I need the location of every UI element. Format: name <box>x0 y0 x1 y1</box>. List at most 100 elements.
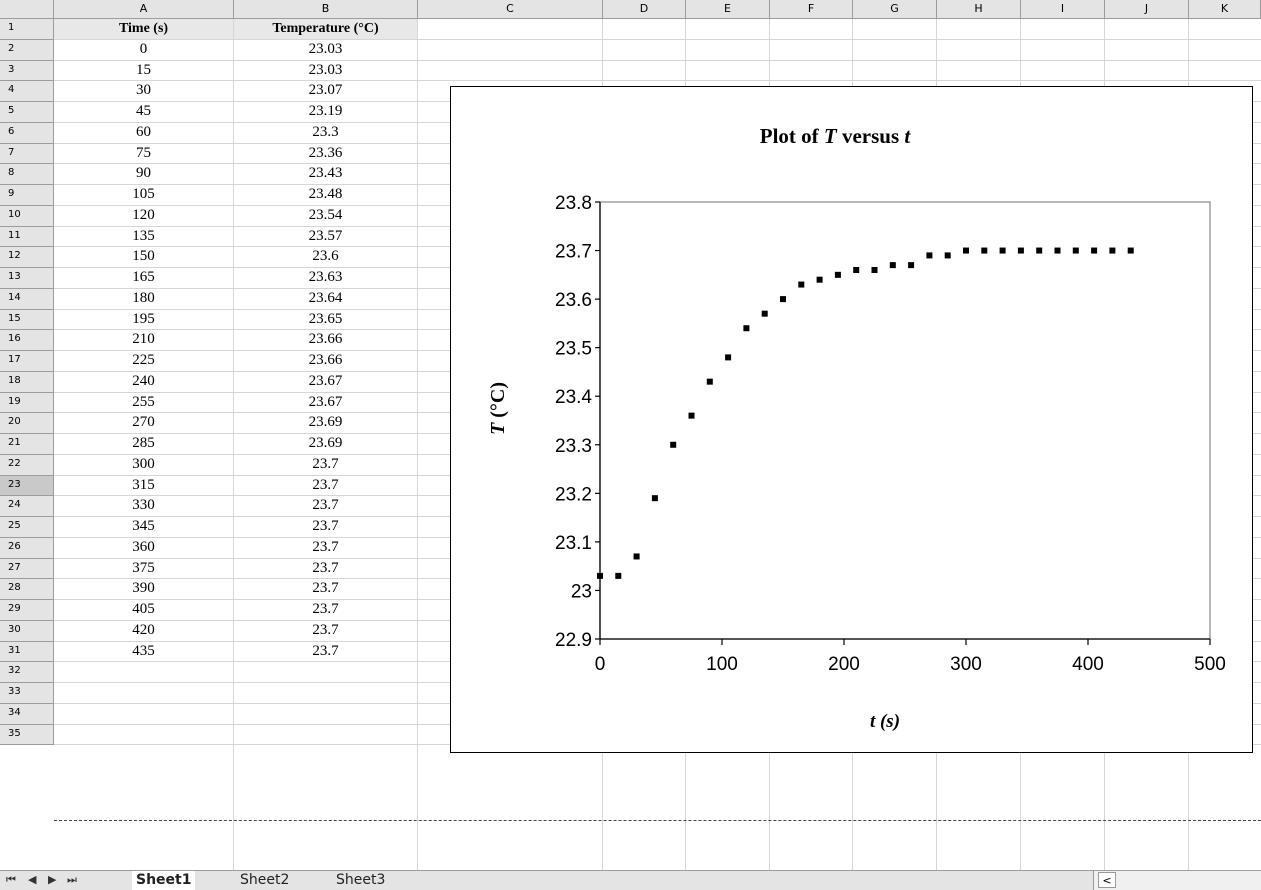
column-header-c[interactable]: C <box>418 0 603 19</box>
header-cell-time[interactable]: Time (s) <box>54 19 233 39</box>
temperature-cell[interactable]: 23.67 <box>308 372 343 389</box>
temperature-cell[interactable]: 23.54 <box>308 206 343 223</box>
row-header-22[interactable]: 22 <box>0 454 54 476</box>
temperature-cell[interactable]: 23.7 <box>312 580 339 597</box>
temperature-cell[interactable]: 23.19 <box>308 103 343 119</box>
row-header-30[interactable]: 30 <box>0 620 54 642</box>
temperature-cell[interactable]: 23.7 <box>312 476 339 493</box>
temperature-cell[interactable]: 23.66 <box>308 331 343 348</box>
time-cell[interactable]: 30 <box>136 82 151 99</box>
row-header-18[interactable]: 18 <box>0 371 54 393</box>
header-cell-temperature[interactable]: Temperature (°C) <box>234 19 417 39</box>
temperature-cell[interactable]: 23.07 <box>308 82 343 99</box>
time-cell[interactable]: 330 <box>132 497 155 514</box>
temperature-cell[interactable]: 23.7 <box>312 538 339 555</box>
time-cell[interactable]: 285 <box>132 435 155 451</box>
column-header-g[interactable]: G <box>853 0 937 19</box>
temperature-cell[interactable]: 23.7 <box>312 455 339 472</box>
next-sheet-nav-icon[interactable]: ▶ <box>48 873 57 886</box>
horizontal-scrollbar[interactable]: < <box>1093 871 1261 890</box>
first-sheet-nav-icon[interactable]: ⏮ <box>6 873 16 886</box>
row-header-26[interactable]: 26 <box>0 537 54 559</box>
time-cell[interactable]: 375 <box>132 559 155 576</box>
temperature-cell[interactable]: 23.57 <box>308 227 343 244</box>
row-header-21[interactable]: 21 <box>0 434 54 455</box>
row-header-10[interactable]: 10 <box>0 205 54 227</box>
temperature-cell[interactable]: 23.69 <box>308 435 343 451</box>
temperature-cell[interactable]: 23.63 <box>308 269 343 285</box>
row-header-12[interactable]: 12 <box>0 247 54 268</box>
time-cell[interactable]: 405 <box>132 601 155 617</box>
tab-sheet1[interactable]: Sheet1 <box>132 871 196 890</box>
row-header-29[interactable]: 29 <box>0 600 54 621</box>
time-cell[interactable]: 135 <box>132 227 155 244</box>
row-header-32[interactable]: 32 <box>0 662 54 683</box>
time-cell[interactable]: 150 <box>132 248 155 265</box>
time-cell[interactable]: 75 <box>136 144 151 161</box>
column-header-h[interactable]: H <box>937 0 1021 19</box>
scatter-chart[interactable]: Plot of T versus t 22.9 23 23.1 23.2 23.3 23.4… <box>450 86 1253 753</box>
time-cell[interactable]: 0 <box>139 40 148 57</box>
temperature-cell[interactable]: 23.43 <box>308 165 343 182</box>
column-header-j[interactable]: J <box>1105 0 1189 19</box>
row-header-33[interactable]: 33 <box>0 683 54 704</box>
time-cell[interactable]: 195 <box>132 310 155 327</box>
time-cell[interactable]: 345 <box>132 518 155 534</box>
column-header-k[interactable]: K <box>1189 0 1261 19</box>
row-header-5[interactable]: 5 <box>0 102 54 123</box>
prev-sheet-nav-icon[interactable]: ◀ <box>28 873 37 886</box>
time-cell[interactable]: 105 <box>132 186 155 202</box>
row-header-19[interactable]: 19 <box>0 392 54 414</box>
time-cell[interactable]: 165 <box>132 269 155 285</box>
row-header-1[interactable]: 1 <box>0 19 54 40</box>
time-cell[interactable]: 240 <box>132 372 155 389</box>
temperature-cell[interactable]: 23.7 <box>312 497 339 514</box>
time-cell[interactable]: 435 <box>132 642 155 659</box>
time-cell[interactable]: 210 <box>132 331 155 348</box>
last-sheet-nav-icon[interactable]: ⏭ <box>67 873 77 886</box>
column-header-b[interactable]: B <box>234 0 418 19</box>
column-header-f[interactable]: F <box>770 0 853 19</box>
time-cell[interactable]: 315 <box>132 476 155 493</box>
row-header-15[interactable]: 15 <box>0 309 54 331</box>
time-cell[interactable]: 420 <box>132 621 155 638</box>
column-header-e[interactable]: E <box>686 0 770 19</box>
row-header-14[interactable]: 14 <box>0 288 54 310</box>
temperature-cell[interactable]: 23.7 <box>312 559 339 576</box>
row-header-31[interactable]: 31 <box>0 641 54 663</box>
row-header-4[interactable]: 4 <box>0 81 54 102</box>
temperature-cell[interactable]: 23.36 <box>308 144 343 161</box>
row-header-34[interactable]: 34 <box>0 703 54 725</box>
time-cell[interactable]: 390 <box>132 580 155 597</box>
scroll-left-icon[interactable]: < <box>1098 872 1116 888</box>
row-header-9[interactable]: 9 <box>0 185 54 206</box>
temperature-cell[interactable]: 23.48 <box>308 186 343 202</box>
row-header-20[interactable]: 20 <box>0 413 54 434</box>
row-header-23[interactable]: 23 <box>0 475 54 497</box>
row-header-25[interactable]: 25 <box>0 517 54 538</box>
temperature-cell[interactable]: 23.7 <box>312 621 339 638</box>
time-cell[interactable]: 270 <box>132 414 155 431</box>
row-header-11[interactable]: 11 <box>0 226 54 248</box>
column-header-i[interactable]: I <box>1021 0 1105 19</box>
temperature-cell[interactable]: 23.6 <box>312 248 339 265</box>
temperature-cell[interactable]: 23.03 <box>308 61 343 78</box>
temperature-cell[interactable]: 23.7 <box>312 518 339 534</box>
row-header-17[interactable]: 17 <box>0 351 54 372</box>
row-header-28[interactable]: 28 <box>0 579 54 600</box>
time-cell[interactable]: 15 <box>136 61 151 78</box>
row-header-7[interactable]: 7 <box>0 143 54 165</box>
time-cell[interactable]: 360 <box>132 538 155 555</box>
temperature-cell[interactable]: 23.67 <box>308 393 343 410</box>
tab-sheet2[interactable]: Sheet2 <box>240 872 290 888</box>
row-header-16[interactable]: 16 <box>0 330 54 351</box>
time-cell[interactable]: 120 <box>132 206 155 223</box>
row-header-35[interactable]: 35 <box>0 724 54 746</box>
row-header-6[interactable]: 6 <box>0 122 54 144</box>
temperature-cell[interactable]: 23.3 <box>312 123 339 140</box>
row-header-2[interactable]: 2 <box>0 39 54 61</box>
time-cell[interactable]: 45 <box>136 103 151 119</box>
tab-sheet3[interactable]: Sheet3 <box>336 872 386 888</box>
time-cell[interactable]: 300 <box>132 455 155 472</box>
